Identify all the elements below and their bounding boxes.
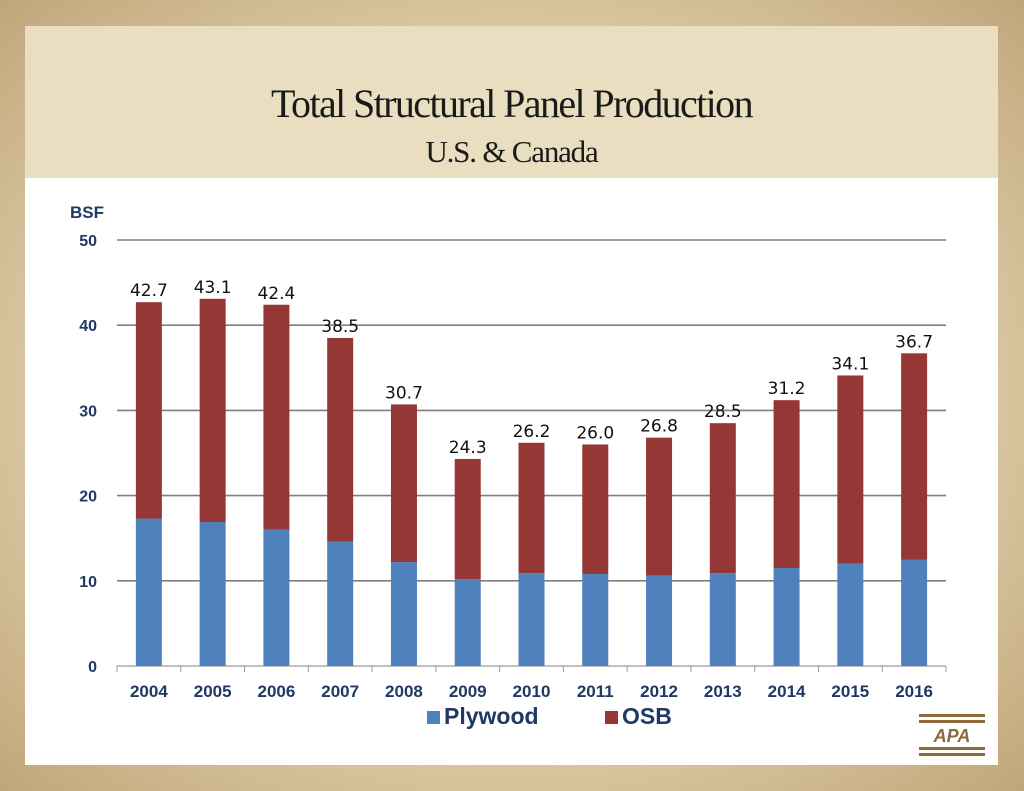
bar-osb-2013	[709, 423, 736, 574]
total-label: 28.5	[704, 402, 742, 422]
bar-osb-2007	[327, 337, 354, 542]
bar-osb-2005	[199, 298, 226, 523]
bar-osb-2011	[582, 444, 609, 574]
x-tick-label: 2007	[321, 682, 359, 701]
total-label: 24.3	[449, 438, 487, 458]
y-tick-label: 20	[79, 489, 97, 506]
x-tick-label: 2010	[513, 682, 551, 701]
bar-plywood-2006	[263, 529, 290, 666]
bar-plywood-2009	[454, 579, 481, 666]
x-tick-label: 2008	[385, 682, 423, 701]
x-tick-label: 2005	[194, 682, 232, 701]
y-tick-label: 30	[79, 403, 97, 420]
x-tick-label: 2013	[704, 682, 742, 701]
total-label: 38.5	[321, 317, 359, 337]
bar-osb-2010	[518, 442, 545, 574]
x-tick-label: 2016	[895, 682, 933, 701]
y-tick-label: 10	[79, 574, 97, 591]
bar-osb-2008	[390, 404, 417, 563]
total-label: 26.2	[513, 422, 551, 442]
legend-label-plywood: Plywood	[444, 703, 539, 729]
legend-swatch-osb	[605, 711, 618, 724]
bar-osb-2006	[263, 304, 290, 530]
total-label: 26.8	[640, 417, 678, 437]
x-tick-label: 2014	[768, 682, 806, 701]
stacked-bar-chart: BSF 0 10 20 30 40 50 42.7 2004 43.1 2005 42.4 2006 38…	[70, 203, 947, 729]
bar-plywood-2014	[773, 568, 800, 666]
bar-osb-2014	[773, 400, 800, 569]
slide-frame: Total Structural Panel Production U.S. &…	[25, 26, 998, 765]
bar-plywood-2016	[901, 559, 928, 666]
x-tick-label: 2015	[831, 682, 869, 701]
legend-label-osb: OSB	[622, 703, 672, 729]
bar-plywood-2004	[135, 518, 162, 666]
bar-osb-2009	[454, 458, 481, 580]
total-label: 30.7	[385, 383, 423, 403]
total-label: 42.4	[257, 284, 295, 304]
total-label: 36.7	[895, 332, 933, 352]
apa-logo: APA	[919, 714, 985, 756]
total-label: 31.2	[768, 379, 806, 399]
total-label: 42.7	[130, 281, 168, 301]
bar-plywood-2015	[837, 563, 864, 666]
y-axis-label: BSF	[70, 203, 104, 222]
slide-subtitle: U.S. & Canada	[425, 134, 598, 169]
bar-osb-2015	[837, 375, 864, 564]
total-label: 43.1	[194, 278, 232, 298]
x-tick-label: 2009	[449, 682, 487, 701]
bar-plywood-2010	[518, 573, 545, 666]
y-tick-label: 50	[79, 233, 97, 250]
y-tick-label: 0	[88, 659, 97, 676]
bar-osb-2016	[901, 353, 928, 560]
title-band: Total Structural Panel Production U.S. &…	[25, 26, 998, 178]
legend-swatch-plywood	[427, 711, 440, 724]
bar-osb-2004	[135, 302, 162, 519]
x-tick-label: 2012	[640, 682, 678, 701]
bar-plywood-2005	[199, 522, 226, 666]
x-tick-label: 2011	[577, 682, 614, 701]
x-tick-label: 2006	[258, 682, 296, 701]
slide-title: Total Structural Panel Production	[271, 81, 754, 126]
bar-osb-2012	[646, 437, 673, 576]
bar-plywood-2011	[582, 573, 609, 666]
x-tick-label: 2004	[130, 682, 168, 701]
total-label: 26.0	[576, 423, 614, 443]
y-tick-label: 40	[79, 318, 97, 335]
bar-plywood-2008	[390, 562, 417, 666]
apa-logo-text: APA	[933, 726, 971, 746]
bar-plywood-2012	[646, 575, 673, 666]
bar-plywood-2007	[327, 541, 354, 666]
total-label: 34.1	[831, 354, 869, 374]
bar-plywood-2013	[709, 573, 736, 666]
